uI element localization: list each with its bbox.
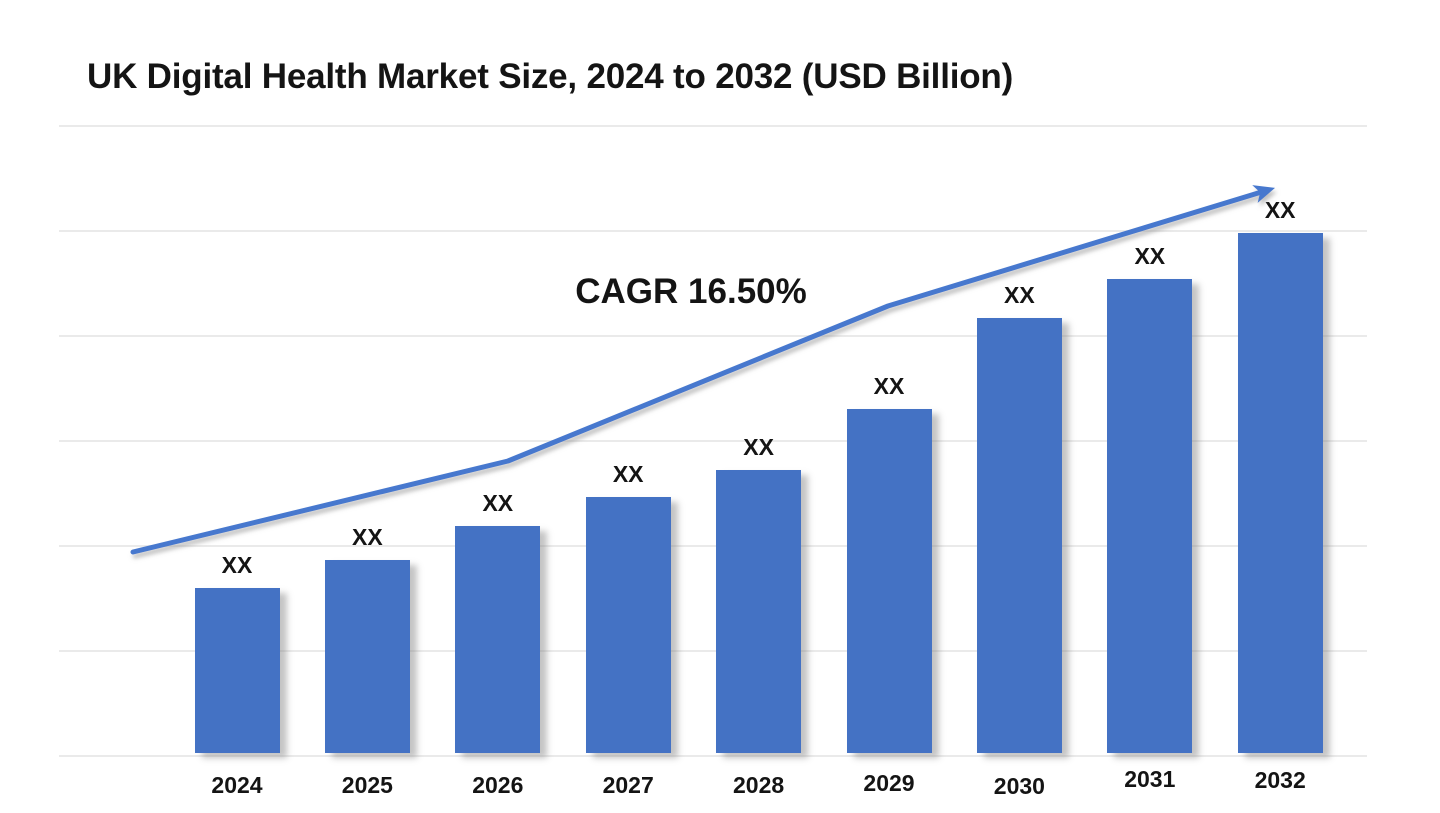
gridline	[59, 125, 1367, 127]
gridline	[59, 755, 1367, 757]
bar-value-label: XX	[743, 434, 774, 460]
bar-2029	[846, 409, 932, 753]
x-axis-label: 2032	[1254, 767, 1306, 793]
bar-value-label: XX	[612, 461, 644, 487]
bar-value-label: XX	[352, 524, 383, 550]
cagr-annotation: CAGR 16.50%	[575, 272, 807, 311]
x-axis-label: 2027	[602, 772, 654, 798]
x-axis-label: 2029	[863, 770, 915, 796]
bar-2031	[1107, 279, 1193, 753]
gridline	[59, 650, 1367, 652]
trend-line	[130, 185, 1276, 555]
x-axis-label: 2030	[993, 773, 1045, 799]
bar-value-label: XX	[873, 373, 905, 399]
x-axis-label: 2025	[341, 772, 393, 798]
bar-value-label: XX	[1134, 243, 1166, 269]
bar-value-label: XX	[482, 490, 514, 516]
bar-2030	[976, 318, 1062, 753]
bar-value-label: XX	[221, 552, 253, 578]
x-axis-label: 2028	[733, 772, 785, 798]
x-axis-label: 2031	[1124, 766, 1176, 792]
bar-2032	[1237, 233, 1323, 753]
x-axis-label: 2026	[472, 772, 524, 798]
chart-title: UK Digital Health Market Size, 2024 to 2…	[87, 57, 1014, 96]
bar-value-label: XX	[1004, 282, 1035, 308]
bar-2027	[585, 497, 671, 753]
bar-2025	[324, 560, 410, 753]
x-axis-label: 2024	[211, 772, 263, 798]
bar-2028	[716, 470, 802, 753]
gridline	[59, 230, 1367, 232]
bar-2026	[455, 526, 541, 753]
bar-value-label: XX	[1264, 197, 1296, 223]
bar-2024	[194, 588, 280, 753]
